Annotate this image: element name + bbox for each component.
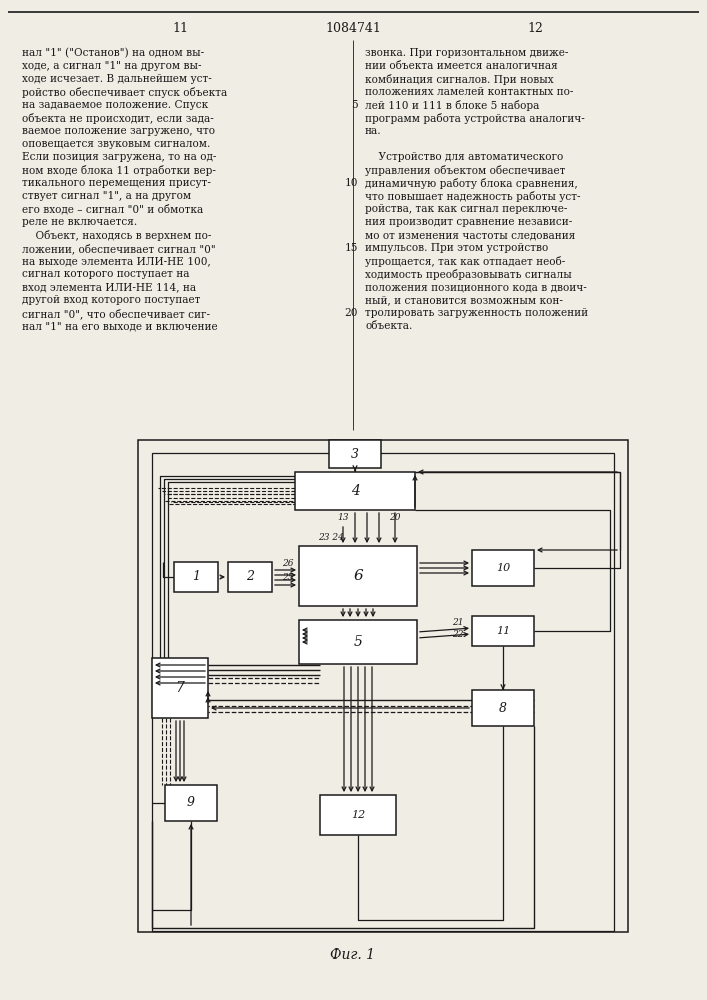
Bar — [228, 562, 272, 592]
Text: что повышает надежность работы уст-: что повышает надежность работы уст- — [365, 191, 580, 202]
Text: Устройство для автоматического: Устройство для автоматического — [365, 152, 563, 162]
Text: нал "1" на его выходе и включение: нал "1" на его выходе и включение — [22, 321, 218, 331]
Bar — [295, 472, 415, 510]
Text: 2: 2 — [246, 570, 254, 584]
Text: импульсов. При этом устройство: импульсов. При этом устройство — [365, 243, 548, 253]
Text: 4: 4 — [351, 484, 359, 498]
Text: 10: 10 — [344, 178, 358, 188]
Text: 5: 5 — [351, 100, 358, 110]
Text: Фиг. 1: Фиг. 1 — [330, 948, 375, 962]
Text: ходе исчезает. В дальнейшем уст-: ходе исчезает. В дальнейшем уст- — [22, 74, 212, 84]
Text: 20: 20 — [390, 513, 401, 522]
Text: на.: на. — [365, 126, 382, 136]
Text: ствует сигнал "1", а на другом: ствует сигнал "1", а на другом — [22, 191, 191, 201]
Text: тролировать загруженность положений: тролировать загруженность положений — [365, 308, 588, 318]
Bar — [472, 550, 534, 586]
Text: ваемое положение загружено, что: ваемое положение загружено, что — [22, 126, 215, 136]
Text: 5: 5 — [354, 635, 363, 649]
Text: ходимость преобразовывать сигналы: ходимость преобразовывать сигналы — [365, 269, 572, 280]
Text: Объект, находясь в верхнем по-: Объект, находясь в верхнем по- — [22, 230, 211, 241]
Text: звонка. При горизонтальном движе-: звонка. При горизонтальном движе- — [365, 48, 568, 58]
Text: 15: 15 — [344, 243, 358, 253]
Text: динамичную работу блока сравнения,: динамичную работу блока сравнения, — [365, 178, 578, 189]
Bar — [472, 690, 534, 726]
Text: реле не включается.: реле не включается. — [22, 217, 137, 227]
Text: 25: 25 — [283, 574, 294, 582]
Text: 8: 8 — [499, 702, 507, 714]
Text: положениях ламелей контактных по-: положениях ламелей контактных по- — [365, 87, 573, 97]
Text: ройства, так как сигнал переключе-: ройства, так как сигнал переключе- — [365, 204, 568, 214]
Text: ния производит сравнение независи-: ния производит сравнение независи- — [365, 217, 572, 227]
Bar — [329, 440, 381, 468]
Text: 21: 21 — [452, 618, 464, 627]
Bar — [299, 546, 417, 606]
Text: нии объекта имеется аналогичная: нии объекта имеется аналогичная — [365, 61, 558, 71]
Text: ный, и становится возможным кон-: ный, и становится возможным кон- — [365, 295, 563, 305]
Text: вход элемента ИЛИ-НЕ 114, на: вход элемента ИЛИ-НЕ 114, на — [22, 282, 196, 292]
Text: 1: 1 — [192, 570, 200, 584]
Text: 22: 22 — [452, 630, 464, 639]
Text: Если позиция загружена, то на од-: Если позиция загружена, то на од- — [22, 152, 216, 162]
Bar — [299, 620, 417, 664]
Text: оповещается звуковым сигналом.: оповещается звуковым сигналом. — [22, 139, 211, 149]
Text: 1084741: 1084741 — [325, 21, 381, 34]
Text: тикального перемещения присут-: тикального перемещения присут- — [22, 178, 211, 188]
Text: 11: 11 — [496, 626, 510, 636]
Text: объекта не происходит, если зада-: объекта не происходит, если зада- — [22, 113, 214, 124]
Text: объекта.: объекта. — [365, 321, 412, 331]
Text: 10: 10 — [496, 563, 510, 573]
Text: мо от изменения частоты следования: мо от изменения частоты следования — [365, 230, 575, 240]
Text: положения позиционного кода в двоич-: положения позиционного кода в двоич- — [365, 282, 587, 292]
Bar — [152, 453, 614, 931]
Bar — [174, 562, 218, 592]
Text: 12: 12 — [351, 810, 365, 820]
Text: 23 24: 23 24 — [318, 533, 344, 542]
Text: 3: 3 — [351, 448, 359, 460]
Text: на задаваемое положение. Спуск: на задаваемое положение. Спуск — [22, 100, 209, 110]
Bar — [320, 795, 396, 835]
Text: упрощается, так как отпадает необ-: упрощается, так как отпадает необ- — [365, 256, 566, 267]
Text: 11: 11 — [172, 21, 188, 34]
Bar — [165, 785, 217, 821]
Text: 20: 20 — [344, 308, 358, 318]
Text: 7: 7 — [175, 681, 185, 695]
Text: ходе, а сигнал "1" на другом вы-: ходе, а сигнал "1" на другом вы- — [22, 61, 201, 71]
Text: управления объектом обеспечивает: управления объектом обеспечивает — [365, 165, 566, 176]
Text: другой вход которого поступает: другой вход которого поступает — [22, 295, 200, 305]
Bar — [138, 440, 628, 932]
Text: 9: 9 — [187, 796, 195, 810]
Text: 6: 6 — [353, 569, 363, 583]
Text: ложении, обеспечивает сигнал "0": ложении, обеспечивает сигнал "0" — [22, 243, 216, 254]
Text: программ работа устройства аналогич-: программ работа устройства аналогич- — [365, 113, 585, 124]
Text: 13: 13 — [337, 513, 349, 522]
Text: ройство обеспечивает спуск объекта: ройство обеспечивает спуск объекта — [22, 87, 227, 98]
Text: сигнал "0", что обеспечивает сиг-: сигнал "0", что обеспечивает сиг- — [22, 308, 210, 319]
Text: 12: 12 — [527, 21, 543, 34]
Bar — [472, 616, 534, 646]
Text: комбинация сигналов. При новых: комбинация сигналов. При новых — [365, 74, 554, 85]
Text: ном входе блока 11 отработки вер-: ном входе блока 11 отработки вер- — [22, 165, 216, 176]
Text: сигнал которого поступает на: сигнал которого поступает на — [22, 269, 189, 279]
Text: его входе – сигнал "0" и обмотка: его входе – сигнал "0" и обмотка — [22, 204, 203, 215]
Text: на выходе элемента ИЛИ-НЕ 100,: на выходе элемента ИЛИ-НЕ 100, — [22, 256, 211, 266]
Bar — [152, 658, 208, 718]
Text: 26: 26 — [283, 558, 294, 568]
Text: лей 110 и 111 в блоке 5 набора: лей 110 и 111 в блоке 5 набора — [365, 100, 539, 111]
Text: нал "1" ("Останов") на одном вы-: нал "1" ("Останов") на одном вы- — [22, 48, 204, 58]
